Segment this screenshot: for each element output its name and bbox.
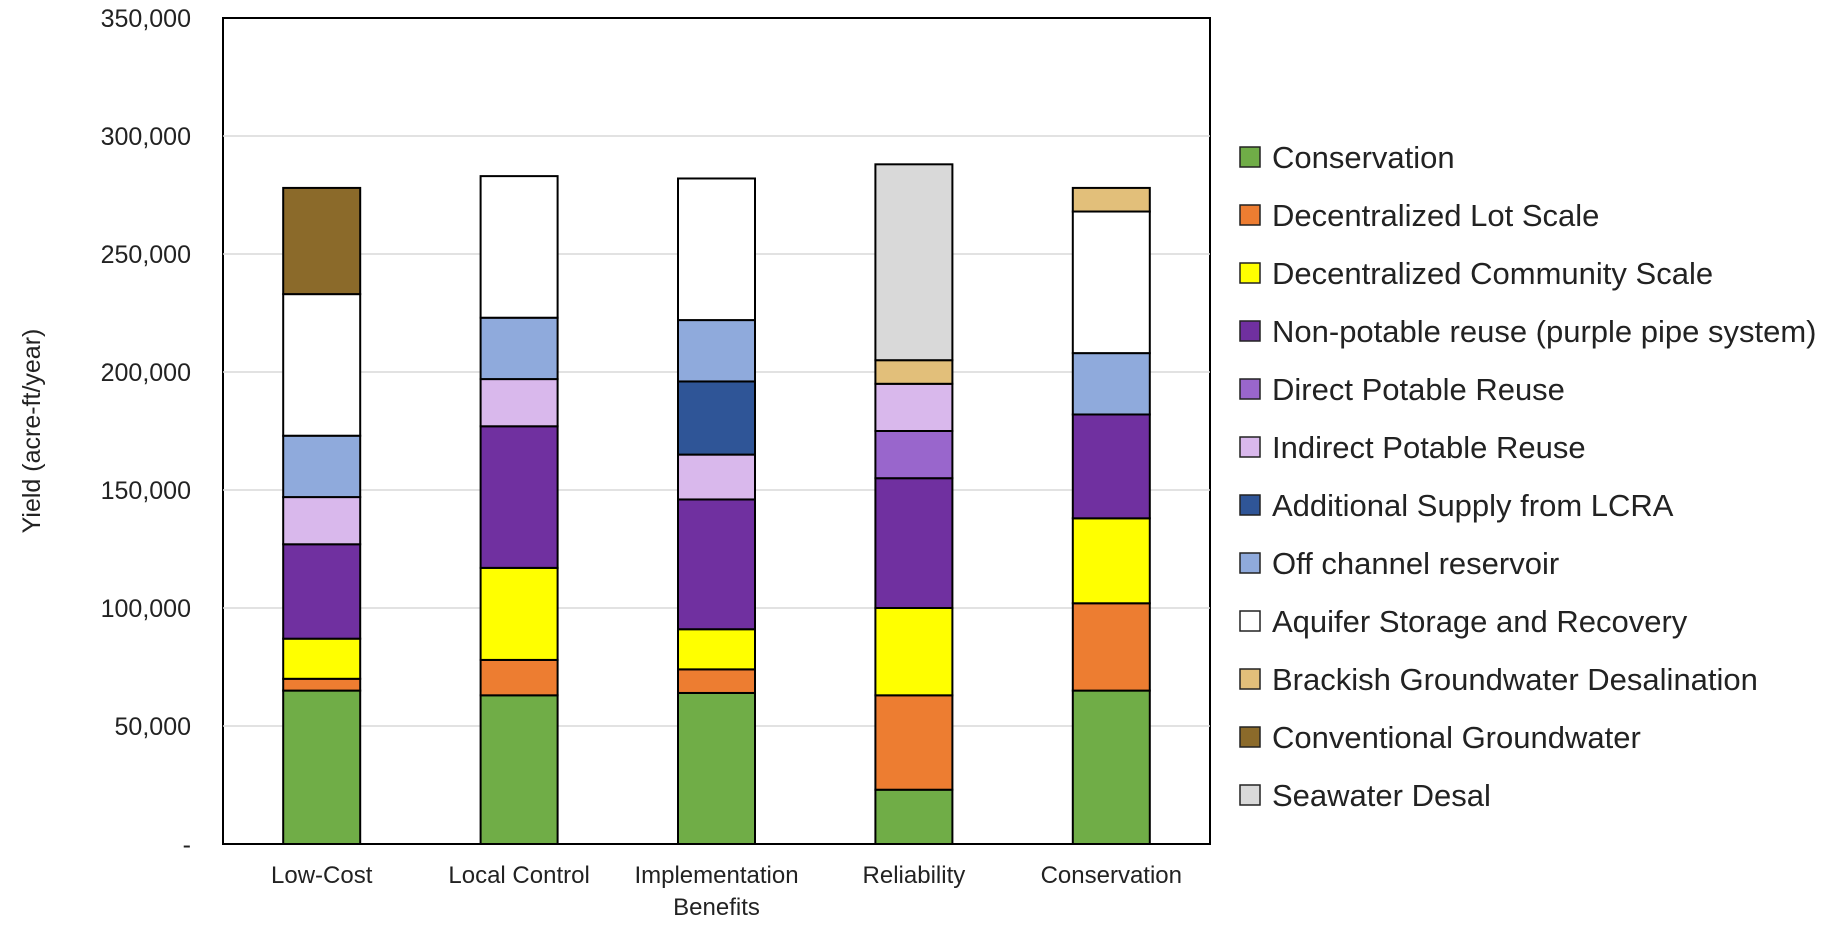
legend-swatch (1239, 552, 1261, 574)
bar-segment (874, 163, 954, 362)
legend-swatch (1239, 436, 1261, 458)
bar-stack (1071, 186, 1151, 845)
bar-segment (479, 425, 559, 569)
legend-item: Indirect Potable Reuse (1239, 430, 1586, 465)
x-tick-label: Implementation Benefits (634, 862, 798, 921)
bar-segment (479, 566, 559, 661)
bar-segment (479, 175, 559, 319)
x-tick-label: Conservation (1041, 862, 1182, 889)
bar-segment (282, 677, 362, 692)
bar-segment (282, 186, 362, 296)
legend-item: Off channel reservoir (1239, 546, 1559, 581)
legend-label: Decentralized Community Scale (1272, 256, 1713, 291)
bar-segment (282, 434, 362, 499)
legend-swatch (1239, 320, 1261, 342)
bar-segment (1071, 352, 1151, 416)
y-axis-label: Yield (acre-ft/year) (18, 329, 46, 534)
bar-segment (282, 496, 362, 546)
bar-segment (874, 788, 954, 845)
bar-segment (874, 477, 954, 610)
legend-label: Brackish Groundwater Desalination (1272, 662, 1758, 697)
bar-segment (677, 177, 756, 322)
y-tick-label: 200,000 (101, 359, 191, 387)
legend-label: Indirect Potable Reuse (1272, 430, 1586, 465)
legend-label: Direct Potable Reuse (1272, 372, 1565, 407)
bar-segment (874, 359, 954, 385)
bar-stack (282, 186, 362, 845)
legend-item: Conservation (1239, 140, 1455, 175)
x-tick-label: Reliability (863, 862, 966, 889)
y-tick-label: 250,000 (101, 241, 191, 269)
legend-label: Aquifer Storage and Recovery (1272, 604, 1688, 639)
bar-segment (282, 637, 362, 680)
legend-item: Conventional Groundwater (1239, 720, 1641, 755)
bar-segment (1071, 210, 1151, 355)
bar-segment (282, 293, 362, 437)
legend-item: Decentralized Community Scale (1239, 256, 1713, 291)
legend-item: Aquifer Storage and Recovery (1239, 604, 1688, 639)
y-tick-label: - (183, 831, 191, 859)
bar-segment (677, 668, 756, 694)
legend-item: Seawater Desal (1239, 778, 1491, 813)
legend-label: Off channel reservoir (1272, 546, 1559, 581)
y-axis-ticks: - 50,000 100,000 150,000 200,000 250,000 300,0… (101, 5, 191, 859)
legend-label: Decentralized Lot Scale (1272, 198, 1599, 233)
x-tick-label: Local Control (448, 862, 589, 889)
bar-segment (677, 498, 756, 631)
bar-segment (1071, 602, 1151, 692)
legend-label: Seawater Desal (1272, 778, 1491, 813)
bar-segment (282, 543, 362, 640)
x-tick-label: Low-Cost (271, 862, 373, 889)
legend-swatch (1239, 204, 1261, 226)
bar-segment (282, 689, 362, 845)
legend-swatch (1239, 262, 1261, 284)
legend: Conservation Decentralized Lot Scale Decen… (1239, 140, 1817, 813)
bar-segment (1071, 413, 1151, 520)
bar-segment (479, 316, 559, 381)
bar-segment (1071, 517, 1151, 605)
legend-swatch (1239, 494, 1261, 516)
bar-segment (874, 607, 954, 697)
bar-segment (677, 380, 756, 456)
x-axis-ticks: Low-Cost Local Control Implementation Benef… (271, 862, 1182, 921)
y-tick-label: 50,000 (115, 713, 191, 741)
bar-segment (479, 658, 559, 697)
legend-label: Non-potable reuse (purple pipe system) (1272, 314, 1817, 349)
bar-segment (1071, 689, 1151, 845)
bar-segment (677, 453, 756, 501)
legend-swatch (1239, 668, 1261, 690)
legend-swatch (1239, 146, 1261, 168)
bar-segment (1071, 186, 1151, 213)
bar-segment (479, 694, 559, 845)
legend-label: Additional Supply from LCRA (1272, 488, 1674, 523)
legend-swatch (1239, 378, 1261, 400)
legend-item: Direct Potable Reuse (1239, 372, 1565, 407)
bar-segment (677, 319, 756, 383)
legend-item: Brackish Groundwater Desalination (1239, 662, 1758, 697)
bar-segment (874, 430, 954, 480)
bar-segment (677, 628, 756, 671)
bar-segment (874, 694, 954, 791)
legend-item: Decentralized Lot Scale (1239, 198, 1599, 233)
legend-item: Non-potable reuse (purple pipe system) (1239, 314, 1817, 349)
bars (282, 163, 1151, 846)
bar-segment (677, 691, 756, 846)
y-tick-label: 300,000 (101, 123, 191, 151)
bar-stack (874, 163, 954, 845)
legend-label: Conventional Groundwater (1272, 720, 1641, 755)
legend-swatch (1239, 726, 1261, 748)
bar-segment (874, 382, 954, 432)
legend-item: Additional Supply from LCRA (1239, 488, 1674, 523)
bar-segment (479, 378, 559, 428)
legend-label: Conservation (1272, 140, 1455, 175)
bar-stack (479, 175, 559, 845)
y-tick-label: 100,000 (101, 595, 191, 623)
y-tick-label: 350,000 (101, 5, 191, 33)
legend-swatch (1239, 784, 1261, 806)
y-tick-label: 150,000 (101, 477, 191, 505)
bar-stack (677, 177, 756, 846)
legend-swatch (1239, 610, 1261, 632)
